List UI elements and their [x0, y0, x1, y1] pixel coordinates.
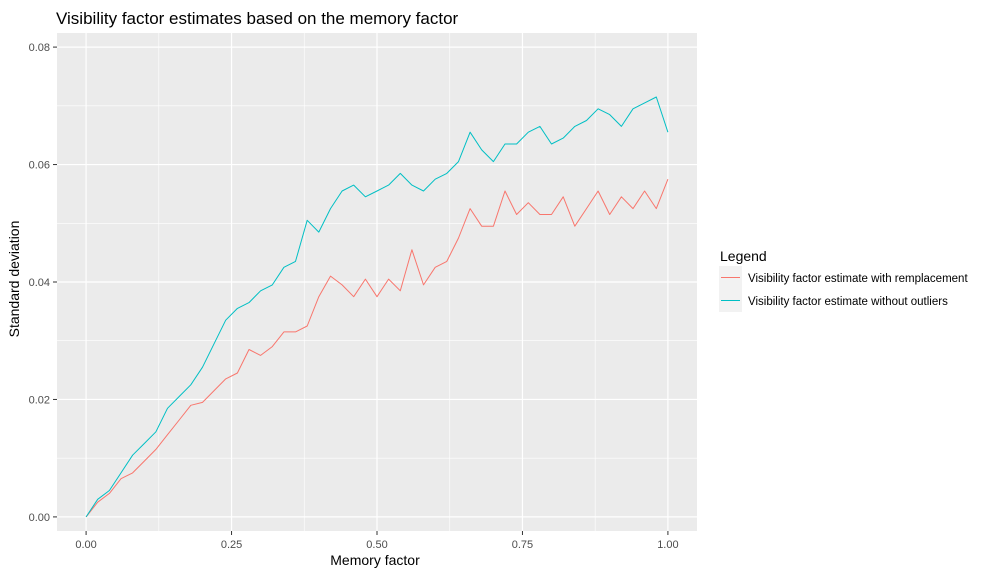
x-axis-title: Memory factor — [330, 552, 420, 568]
legend: Legend Visibility factor estimate with r… — [719, 248, 968, 312]
y-tick-label: 0.08 — [29, 42, 50, 54]
x-tick-label: 1.00 — [657, 539, 678, 551]
legend-title: Legend — [720, 248, 767, 264]
y-tick-label: 0.00 — [29, 512, 50, 524]
y-tick-label: 0.02 — [29, 394, 50, 406]
series-lines — [85, 96, 669, 518]
chart-title: Visibility factor estimates based on the… — [56, 9, 459, 28]
legend-items: Visibility factor estimate with remplace… — [719, 266, 968, 312]
legend-label-1: Visibility factor estimate with remplace… — [748, 273, 968, 285]
y-axis-title: Standard deviation — [6, 221, 22, 338]
series-line-2 — [85, 96, 669, 518]
y-tick-label: 0.06 — [29, 160, 50, 172]
legend-label-2: Visibility factor estimate without outli… — [748, 296, 948, 308]
y-axis-ticks: 0.00 0.02 0.04 0.06 0.08 — [29, 42, 57, 524]
series-line-1 — [85, 179, 669, 518]
y-tick-label: 0.04 — [29, 277, 50, 289]
x-tick-label: 0.75 — [512, 539, 533, 551]
x-tick-label: 0.50 — [366, 539, 387, 551]
x-tick-label: 0.00 — [75, 539, 96, 551]
x-tick-label: 0.25 — [221, 539, 242, 551]
x-axis-ticks: 0.00 0.25 0.50 0.75 1.00 — [75, 531, 679, 551]
major-gridlines — [57, 33, 697, 531]
